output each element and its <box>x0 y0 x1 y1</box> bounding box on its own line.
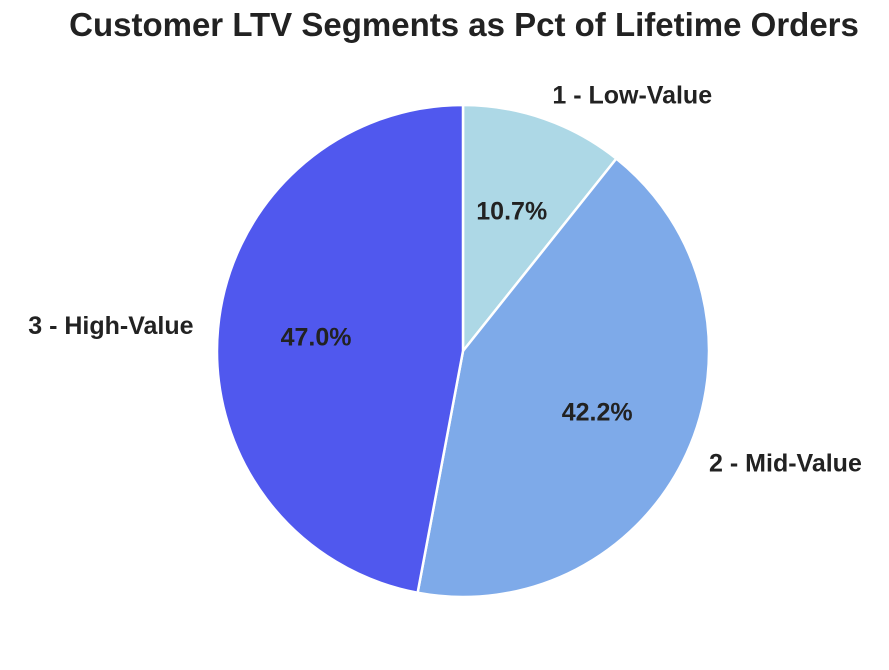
pie-labels: 10.7% 1 - Low-Value 42.2% 2 - Mid-Value 47.0… <box>28 82 862 478</box>
slice-category-label: 3 - High-Value <box>28 312 193 340</box>
pie-slice-3 <box>215 103 465 595</box>
pie-slices <box>215 103 711 599</box>
pie-slice-1 <box>461 103 618 353</box>
slice-percent-label: 47.0% <box>281 323 352 351</box>
slice-percent-label: 42.2% <box>562 398 633 426</box>
slice-category-label: 1 - Low-Value <box>552 82 712 110</box>
pie-slice-2 <box>416 157 711 599</box>
slice-percent-label: 10.7% <box>476 198 547 226</box>
slice-category-label: 2 - Mid-Value <box>709 450 862 478</box>
chart-title: Customer LTV Segments as Pct of Lifetime… <box>69 6 859 43</box>
